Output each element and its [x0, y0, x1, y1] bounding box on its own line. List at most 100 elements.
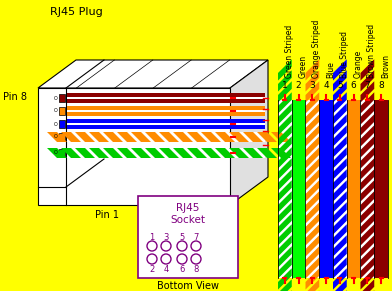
Circle shape	[161, 254, 171, 264]
Bar	[59, 94, 65, 102]
Polygon shape	[278, 268, 292, 290]
Polygon shape	[305, 59, 319, 81]
Text: 5: 5	[180, 233, 185, 242]
Text: O: O	[54, 150, 58, 155]
Bar	[67, 106, 265, 116]
Bar	[305, 100, 319, 278]
Text: 6: 6	[179, 265, 185, 274]
Polygon shape	[278, 158, 292, 180]
Bar	[59, 120, 65, 128]
Polygon shape	[278, 279, 292, 291]
Polygon shape	[361, 224, 374, 246]
Text: RJ45
Socket: RJ45 Socket	[171, 203, 205, 225]
Polygon shape	[333, 180, 347, 202]
Polygon shape	[333, 235, 347, 257]
Text: Blue Striped: Blue Striped	[340, 31, 349, 78]
Text: 1: 1	[282, 81, 288, 91]
Polygon shape	[361, 202, 374, 223]
Text: Brown Striped: Brown Striped	[367, 24, 376, 78]
Polygon shape	[278, 70, 292, 92]
Bar	[278, 100, 292, 278]
Polygon shape	[333, 158, 347, 180]
Polygon shape	[215, 148, 235, 158]
Circle shape	[191, 241, 201, 251]
Polygon shape	[305, 290, 319, 291]
Polygon shape	[361, 136, 374, 157]
Bar	[361, 100, 374, 278]
Polygon shape	[305, 158, 319, 180]
Text: Green Striped: Green Striped	[285, 25, 294, 78]
Polygon shape	[305, 246, 319, 267]
Polygon shape	[103, 148, 123, 158]
Polygon shape	[278, 213, 292, 235]
Polygon shape	[159, 148, 179, 158]
Bar	[67, 110, 265, 112]
Polygon shape	[361, 268, 374, 290]
Text: O: O	[54, 122, 58, 127]
Text: 7: 7	[365, 81, 370, 91]
Polygon shape	[305, 136, 319, 157]
Polygon shape	[103, 132, 123, 142]
Polygon shape	[278, 81, 292, 102]
Polygon shape	[89, 132, 109, 142]
Polygon shape	[361, 114, 374, 136]
Bar	[347, 100, 361, 278]
Polygon shape	[131, 132, 151, 142]
Polygon shape	[361, 81, 374, 102]
Text: Blue: Blue	[326, 61, 335, 78]
Text: 2: 2	[296, 81, 301, 91]
Polygon shape	[333, 191, 347, 212]
Polygon shape	[333, 279, 347, 291]
Polygon shape	[47, 148, 67, 158]
Polygon shape	[305, 103, 319, 125]
Polygon shape	[201, 132, 221, 142]
Text: RJ45 Plug: RJ45 Plug	[50, 7, 103, 17]
Polygon shape	[75, 132, 95, 142]
Polygon shape	[187, 148, 207, 158]
Polygon shape	[229, 148, 249, 158]
Polygon shape	[361, 70, 374, 92]
Polygon shape	[333, 246, 347, 267]
Text: Pin 1: Pin 1	[95, 210, 119, 220]
Bar	[319, 100, 333, 278]
Text: 1: 1	[149, 233, 154, 242]
Polygon shape	[361, 169, 374, 191]
Circle shape	[177, 241, 187, 251]
Polygon shape	[361, 92, 374, 113]
Text: 6: 6	[351, 81, 356, 91]
Text: Orange Striped: Orange Striped	[312, 19, 321, 78]
Text: O: O	[54, 95, 58, 100]
Polygon shape	[117, 148, 137, 158]
Polygon shape	[333, 81, 347, 102]
Text: 4: 4	[163, 265, 169, 274]
Polygon shape	[278, 191, 292, 212]
Polygon shape	[61, 148, 81, 158]
Polygon shape	[305, 125, 319, 147]
Text: 3: 3	[163, 233, 169, 242]
Polygon shape	[278, 125, 292, 147]
Polygon shape	[361, 180, 374, 202]
Circle shape	[161, 241, 171, 251]
Polygon shape	[333, 136, 347, 157]
Polygon shape	[305, 235, 319, 257]
Polygon shape	[61, 132, 81, 142]
Text: 2: 2	[149, 265, 154, 274]
Polygon shape	[305, 257, 319, 278]
Text: Green: Green	[299, 55, 308, 78]
Polygon shape	[333, 169, 347, 191]
Bar	[59, 107, 65, 115]
Bar	[333, 100, 347, 278]
Circle shape	[147, 241, 157, 251]
Polygon shape	[333, 268, 347, 290]
Polygon shape	[333, 202, 347, 223]
Bar	[292, 100, 305, 278]
Polygon shape	[333, 103, 347, 125]
Polygon shape	[361, 103, 374, 125]
Polygon shape	[278, 59, 292, 81]
Polygon shape	[230, 60, 268, 205]
Polygon shape	[271, 148, 291, 158]
Text: O: O	[54, 134, 58, 139]
Bar	[374, 100, 388, 278]
Polygon shape	[333, 92, 347, 113]
Text: 8: 8	[378, 81, 384, 91]
